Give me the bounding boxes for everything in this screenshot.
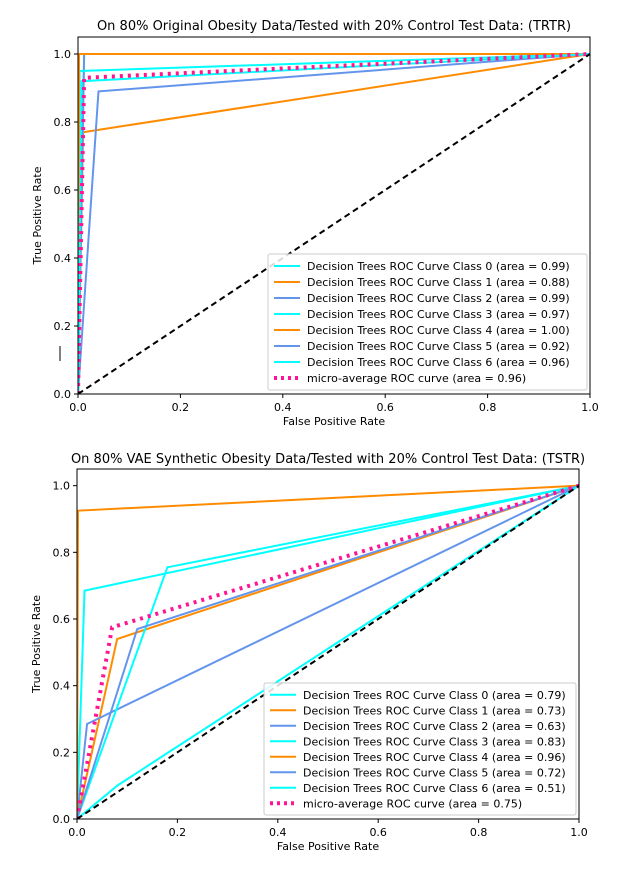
roc-curve-3 — [77, 484, 579, 819]
legend-entry: Decision Trees ROC Curve Class 6 (area =… — [303, 782, 566, 795]
legend-entry: Decision Trees ROC Curve Class 1 (area =… — [307, 276, 570, 289]
y-tick-label: 0.2 — [54, 320, 72, 333]
legend-entry: Decision Trees ROC Curve Class 2 (area =… — [307, 292, 570, 305]
legend-entry: micro-average ROC curve (area = 0.75) — [303, 797, 522, 810]
y-tick-label: 0.6 — [53, 613, 71, 626]
chart-1: On 80% VAE Synthetic Obesity Data/Tested… — [30, 452, 588, 853]
chart-title: On 80% Original Obesity Data/Tested with… — [97, 19, 571, 34]
roc-curve-7 — [77, 483, 579, 819]
legend-entry: Decision Trees ROC Curve Class 5 (area =… — [303, 766, 566, 779]
roc-curve-7 — [78, 52, 590, 394]
legend-entry: Decision Trees ROC Curve Class 5 (area =… — [307, 340, 570, 353]
legend-entry: Decision Trees ROC Curve Class 0 (area =… — [307, 260, 570, 273]
chart-title: On 80% VAE Synthetic Obesity Data/Tested… — [71, 452, 585, 467]
x-tick-label: 1.0 — [581, 401, 599, 414]
x-tick-label: 0.2 — [172, 401, 190, 414]
legend-entry: micro-average ROC curve (area = 0.96) — [307, 372, 526, 385]
x-tick-label: 0.2 — [169, 826, 187, 839]
y-tick-label: 0.0 — [53, 813, 71, 826]
chart-0: On 80% Original Obesity Data/Tested with… — [31, 19, 599, 428]
legend: Decision Trees ROC Curve Class 0 (area =… — [263, 682, 577, 816]
chance-diagonal — [78, 53, 590, 394]
y-axis-label: True Positive Rate — [30, 595, 43, 694]
y-tick-label: 1.0 — [54, 48, 72, 61]
y-tick-label: 1.0 — [53, 480, 71, 493]
y-tick-label: 0.8 — [54, 116, 72, 129]
roc-curve-5 — [77, 484, 579, 819]
x-axis-label: False Positive Rate — [277, 840, 379, 853]
x-tick-label: 0.4 — [274, 401, 292, 414]
roc-curve-5 — [78, 53, 590, 394]
legend-entry: Decision Trees ROC Curve Class 4 (area =… — [303, 751, 566, 764]
y-tick-label: 0.4 — [53, 680, 71, 693]
roc-curve-0 — [77, 484, 579, 819]
legend: Decision Trees ROC Curve Class 0 (area =… — [267, 253, 588, 391]
legend-entry: Decision Trees ROC Curve Class 0 (area =… — [303, 689, 566, 702]
legend-entry: Decision Trees ROC Curve Class 2 (area =… — [303, 720, 566, 733]
chance-diagonal — [77, 484, 579, 819]
x-tick-label: 0.4 — [269, 826, 287, 839]
legend-entry: Decision Trees ROC Curve Class 3 (area =… — [303, 735, 566, 748]
x-tick-label: 0.8 — [479, 401, 497, 414]
y-tick-label: 0.4 — [54, 252, 72, 265]
x-axis-label: False Positive Rate — [283, 415, 385, 428]
legend-box — [263, 682, 577, 816]
x-tick-label: 0.0 — [69, 401, 87, 414]
legend-entry: Decision Trees ROC Curve Class 3 (area =… — [307, 308, 570, 321]
legend-entry: Decision Trees ROC Curve Class 4 (area =… — [307, 324, 570, 337]
roc-curve-6 — [77, 484, 579, 819]
plot-area — [78, 52, 590, 394]
plot-frame — [76, 468, 580, 820]
y-tick-label: 0.2 — [53, 746, 71, 759]
y-axis-label: True Positive Rate — [31, 166, 44, 265]
roc-curve-1 — [77, 484, 579, 819]
plot-frame — [77, 36, 591, 395]
legend-entry: Decision Trees ROC Curve Class 6 (area =… — [307, 356, 570, 369]
y-tick-label: 0.6 — [54, 184, 72, 197]
legend-box — [267, 253, 588, 391]
x-tick-label: 1.0 — [570, 826, 588, 839]
y-tick-label: 0.0 — [54, 388, 72, 401]
x-tick-label: 0.8 — [470, 826, 488, 839]
x-tick-label: 0.6 — [369, 826, 387, 839]
roc-curve-2 — [77, 484, 579, 819]
x-tick-label: 0.6 — [376, 401, 394, 414]
y-tick-label: 0.8 — [53, 546, 71, 559]
x-tick-label: 0.0 — [68, 826, 86, 839]
legend-entry: Decision Trees ROC Curve Class 1 (area =… — [303, 704, 566, 717]
